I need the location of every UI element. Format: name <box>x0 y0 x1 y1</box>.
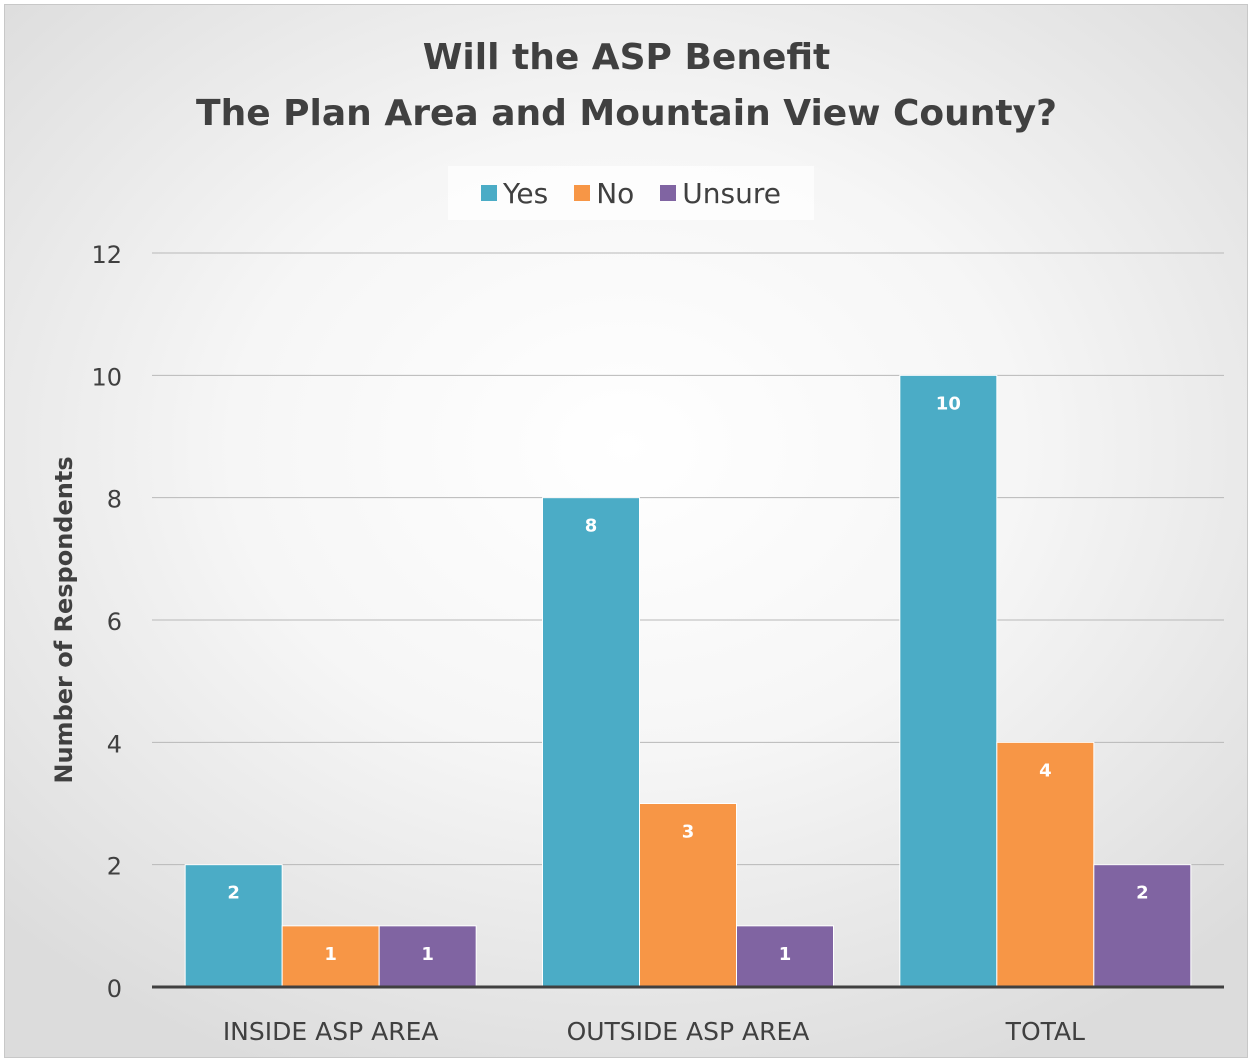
bar-no-0 <box>281 925 380 988</box>
bar-no-2 <box>996 741 1095 988</box>
data-label-yes-1: 8 <box>585 516 598 537</box>
data-label-yes-0: 2 <box>227 883 240 904</box>
legend-label-yes: Yes <box>503 176 549 210</box>
bar-yes-2 <box>899 374 998 988</box>
y-tick-label-8: 8 <box>107 486 122 514</box>
data-label-no-1: 3 <box>682 822 695 843</box>
data-label-unsure-0: 1 <box>421 944 434 965</box>
legend-swatch-no <box>574 185 591 201</box>
x-tick-label-1: OUTSIDE ASP AREA <box>567 1017 810 1046</box>
y-tick-label-2: 2 <box>107 853 122 881</box>
legend-label-no: No <box>596 176 635 210</box>
bar-yes-0 <box>184 864 283 988</box>
chart-title-line-2: The Plan Area and Mountain View County? <box>196 93 1057 134</box>
y-tick-label-12: 12 <box>91 241 122 269</box>
chart-title-line-1: Will the ASP Benefit <box>422 37 831 78</box>
data-label-no-2: 4 <box>1039 760 1052 781</box>
y-tick-label-0: 0 <box>107 975 122 1003</box>
bar-yes-1 <box>542 497 640 988</box>
legend-swatch-unsure <box>660 185 677 201</box>
bar-unsure-1 <box>736 925 834 988</box>
y-tick-label-4: 4 <box>107 730 122 758</box>
legend-label-unsure: Unsure <box>682 176 781 210</box>
x-tick-label-2: TOTAL <box>1005 1017 1085 1046</box>
legend-entry-no: No <box>574 177 634 210</box>
data-label-unsure-1: 1 <box>779 944 792 965</box>
data-label-unsure-2: 2 <box>1136 883 1149 904</box>
y-tick-label-6: 6 <box>107 608 122 636</box>
legend-entry-unsure: Unsure <box>660 177 781 210</box>
data-label-no-0: 1 <box>324 944 337 965</box>
chart-legend: Yes No Unsure <box>448 166 814 220</box>
y-tick-label-10: 10 <box>91 363 122 391</box>
x-tick-label-0: INSIDE ASP AREA <box>223 1017 439 1046</box>
chart-title: Will the ASP Benefit The Plan Area and M… <box>0 30 1253 142</box>
bar-unsure-0 <box>378 925 477 988</box>
bar-unsure-2 <box>1093 864 1192 988</box>
legend-entry-yes: Yes <box>481 177 548 210</box>
data-label-yes-2: 10 <box>936 393 961 414</box>
legend-swatch-yes <box>481 185 497 201</box>
